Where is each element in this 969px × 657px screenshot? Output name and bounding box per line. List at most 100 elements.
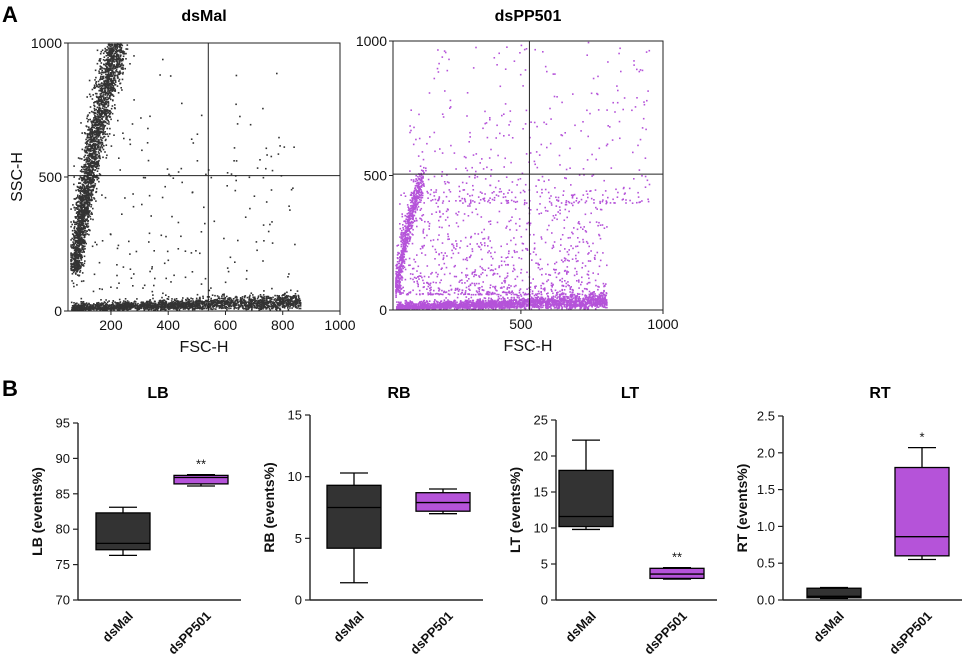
scatter-point: [95, 84, 98, 86]
scatter-point: [100, 131, 103, 134]
scatter-point: [118, 73, 121, 76]
scatter-point: [88, 211, 90, 213]
scatter-point: [243, 298, 245, 301]
scatter-point: [270, 301, 272, 303]
scatter-point: [138, 305, 140, 308]
scatter-point: [94, 116, 97, 119]
scatter-point: [84, 158, 86, 161]
scatter-point: [91, 129, 94, 132]
scatter-point: [103, 105, 105, 108]
scatter-point: [106, 83, 109, 85]
scatter-point: [93, 174, 95, 176]
scatter-point: [111, 304, 113, 306]
scatter-point: [96, 148, 98, 150]
scatter-point: [122, 132, 124, 134]
scatter-point: [179, 303, 181, 305]
scatter-point: [91, 125, 93, 127]
scatter-point: [111, 67, 113, 70]
scatter-point: [265, 201, 268, 203]
scatter-point: [113, 304, 115, 307]
scatter-point: [111, 75, 114, 77]
scatter-point: [290, 302, 292, 305]
scatter-point: [155, 307, 158, 309]
scatter-point: [172, 307, 175, 309]
chart-title: dsMal: [181, 8, 226, 25]
scatter-point: [88, 160, 91, 162]
scatter-point: [103, 56, 106, 58]
scatter-point: [117, 304, 120, 307]
scatter-point: [235, 307, 238, 309]
scatter-point: [297, 306, 300, 308]
scatter-point: [99, 118, 101, 121]
scatter-point: [106, 127, 109, 130]
scatter-point: [279, 302, 281, 304]
scatter-point: [197, 306, 199, 308]
scatter-point: [102, 94, 105, 96]
scatter-point: [297, 302, 299, 305]
scatter-point: [99, 156, 101, 158]
scatter-point: [279, 145, 281, 147]
scatter-point: [116, 56, 118, 58]
scatter-point: [224, 302, 227, 305]
scatter-point: [99, 86, 101, 88]
scatter-point: [113, 87, 116, 90]
scatter-point: [82, 245, 85, 247]
scatter-point: [102, 92, 105, 94]
scatter-point: [150, 215, 152, 217]
scatter-point: [205, 173, 207, 176]
scatter-point: [158, 305, 160, 307]
scatter-point: [205, 307, 208, 310]
scatter-point: [132, 285, 134, 287]
scatter-point: [87, 222, 89, 225]
scatter-point: [71, 223, 73, 226]
scatter-point: [203, 206, 205, 209]
scatter-point: [89, 154, 91, 156]
scatter-point: [184, 305, 187, 307]
scatter-point: [87, 163, 89, 165]
scatter-point: [80, 211, 83, 214]
scatter-point: [92, 143, 95, 146]
scatter-point: [108, 123, 110, 125]
scatter-point: [89, 169, 91, 171]
scatter-point: [157, 304, 159, 306]
scatter-point: [197, 307, 200, 309]
scatter-point: [111, 308, 113, 311]
scatter-point: [71, 264, 73, 266]
scatter-point: [78, 219, 80, 221]
scatter-point: [283, 302, 285, 305]
scatter-point: [105, 118, 108, 120]
scatter-point: [213, 220, 216, 223]
scatter-point: [106, 61, 109, 63]
scatter-point: [87, 219, 90, 222]
scatter-point: [77, 195, 79, 198]
scatter-point: [202, 307, 204, 310]
scatter-point: [113, 75, 116, 77]
scatter-point: [134, 307, 137, 310]
scatter-point: [84, 170, 86, 173]
scatter-point: [81, 216, 84, 218]
scatter-point: [73, 229, 76, 231]
scatter-point: [85, 157, 88, 159]
scatter-point: [167, 296, 170, 298]
scatter-point: [87, 210, 89, 213]
scatter-point: [173, 301, 175, 304]
scatter-point: [99, 130, 101, 133]
scatter-point: [115, 70, 117, 72]
scatter-point: [77, 157, 80, 159]
scatter-point: [275, 309, 278, 311]
scatter-point: [86, 203, 89, 206]
scatter-point: [163, 299, 165, 301]
scatter-point: [91, 245, 94, 248]
scatter-point: [105, 110, 107, 113]
scatter-point: [145, 302, 147, 304]
scatter-point: [71, 269, 73, 272]
scatter-point: [115, 304, 118, 307]
scatter-point: [84, 180, 86, 183]
scatter-point: [88, 186, 91, 188]
scatter-point: [195, 300, 198, 302]
scatter-point: [134, 301, 137, 303]
scatter-point: [74, 207, 77, 209]
scatter-point: [93, 153, 96, 155]
scatter-point: [108, 113, 111, 116]
scatter-point: [99, 174, 102, 176]
